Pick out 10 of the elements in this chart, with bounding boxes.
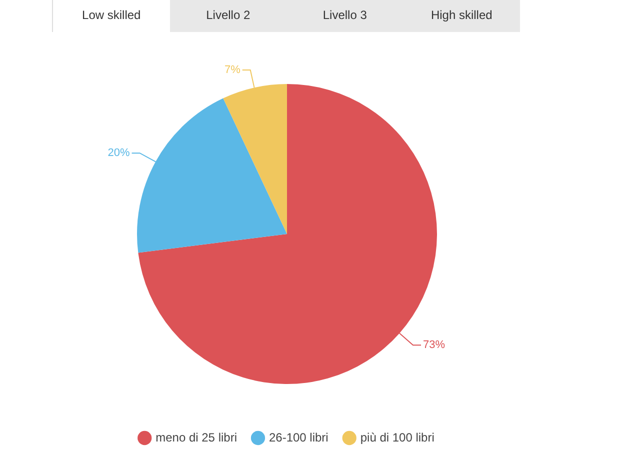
data-label: 73% [423, 339, 446, 352]
data-label: 20% [108, 147, 130, 160]
text: High skilled [430, 7, 494, 24]
legend-label: 26-100 libri [268, 430, 328, 444]
legend-label: più di 100 libri [360, 430, 434, 444]
text: Livello 2 [205, 7, 252, 24]
legend-label: meno di 25 libri [156, 430, 237, 444]
text: Low skilled [52, 0, 170, 32]
text: Livello 3 [322, 7, 368, 24]
data-label: 7% [224, 64, 241, 76]
